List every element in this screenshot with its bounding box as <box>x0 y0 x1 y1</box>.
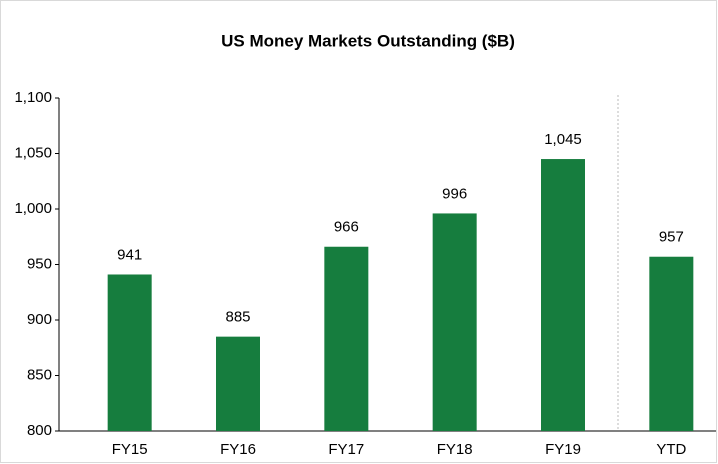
data-label: 885 <box>225 309 250 326</box>
bar <box>107 274 152 431</box>
chart-title: US Money Markets Outstanding ($B) <box>221 31 515 50</box>
y-tick-label: 900 <box>27 311 52 328</box>
y-tick-label: 1,100 <box>14 89 52 106</box>
bar <box>541 159 585 432</box>
x-tick-label: YTD <box>656 441 686 458</box>
y-tick-label: 950 <box>27 255 52 272</box>
y-tick-label: 850 <box>27 366 52 383</box>
bar <box>324 246 369 431</box>
x-tick-label: FY18 <box>437 441 473 458</box>
x-tick-label: FY19 <box>545 441 581 458</box>
y-tick-label: 1,050 <box>14 144 52 161</box>
bar <box>216 336 260 431</box>
bar <box>649 256 694 431</box>
data-label: 941 <box>117 246 142 263</box>
x-tick-label: FY15 <box>112 441 148 458</box>
data-label: 957 <box>659 229 684 246</box>
data-label: 1,045 <box>544 131 582 148</box>
data-label: 996 <box>442 185 467 202</box>
y-tick-label: 800 <box>27 422 52 439</box>
x-tick-label: FY16 <box>220 441 256 458</box>
y-tick-label: 1,000 <box>14 200 52 217</box>
data-label: 966 <box>334 219 359 236</box>
x-tick-label: FY17 <box>328 441 364 458</box>
bar <box>432 213 477 431</box>
